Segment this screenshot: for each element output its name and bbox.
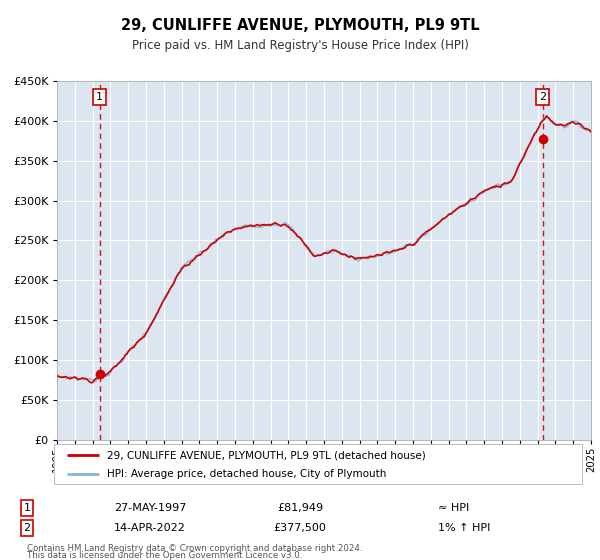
Text: £81,949: £81,949 <box>277 503 323 513</box>
Text: 1: 1 <box>96 92 103 102</box>
Text: £377,500: £377,500 <box>274 523 326 533</box>
Text: ≈ HPI: ≈ HPI <box>438 503 469 513</box>
Text: 2: 2 <box>539 92 546 102</box>
Text: Price paid vs. HM Land Registry's House Price Index (HPI): Price paid vs. HM Land Registry's House … <box>131 39 469 53</box>
Text: 29, CUNLIFFE AVENUE, PLYMOUTH, PL9 9TL (detached house): 29, CUNLIFFE AVENUE, PLYMOUTH, PL9 9TL (… <box>107 450 425 460</box>
Text: 14-APR-2022: 14-APR-2022 <box>114 523 186 533</box>
Text: Contains HM Land Registry data © Crown copyright and database right 2024.: Contains HM Land Registry data © Crown c… <box>27 544 362 553</box>
Text: 1% ↑ HPI: 1% ↑ HPI <box>438 523 490 533</box>
Text: 27-MAY-1997: 27-MAY-1997 <box>114 503 187 513</box>
Text: This data is licensed under the Open Government Licence v3.0.: This data is licensed under the Open Gov… <box>27 551 302 560</box>
Text: 1: 1 <box>23 503 31 513</box>
Text: 29, CUNLIFFE AVENUE, PLYMOUTH, PL9 9TL: 29, CUNLIFFE AVENUE, PLYMOUTH, PL9 9TL <box>121 18 479 32</box>
Text: 2: 2 <box>23 523 31 533</box>
Text: HPI: Average price, detached house, City of Plymouth: HPI: Average price, detached house, City… <box>107 469 386 479</box>
